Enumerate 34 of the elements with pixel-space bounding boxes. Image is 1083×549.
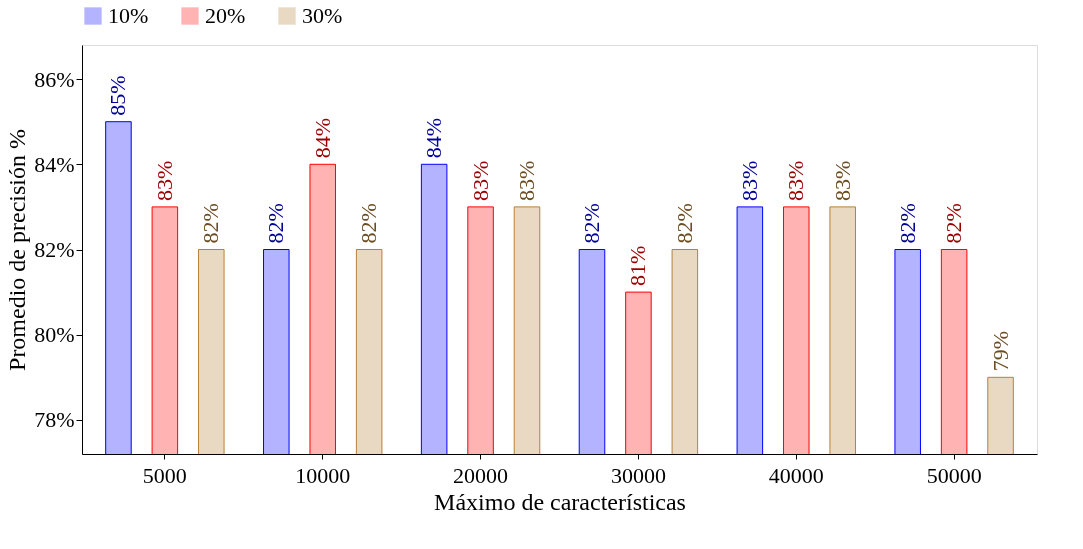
data-label: 82% [198, 203, 224, 244]
data-label: 83% [736, 160, 762, 201]
data-label: 82% [941, 203, 967, 244]
legend-label: 30% [302, 3, 343, 28]
legend-label: 10% [108, 3, 149, 28]
data-label: 82% [263, 203, 289, 244]
y-tick-label: 78% [34, 407, 75, 433]
y-axis-title: Promedio de precisión % [4, 129, 31, 371]
y-tick-label: 82% [34, 237, 75, 262]
data-label: 83% [514, 160, 539, 201]
data-label: 84% [421, 117, 447, 159]
x-tick-label: 50000 [926, 462, 982, 488]
x-tick-label: 30000 [610, 462, 666, 488]
data-label: 83% [829, 160, 855, 201]
data-label: 79% [987, 330, 1013, 372]
data-label: 81% [625, 245, 651, 287]
data-label: 82% [671, 203, 697, 244]
y-tick-label: 84% [34, 151, 75, 177]
x-tick-label: 10000 [295, 462, 351, 488]
x-axis-title: Máximo de características [434, 488, 686, 515]
data-label: 85% [105, 75, 131, 116]
data-label: 83% [783, 160, 809, 201]
x-tick-label: 40000 [768, 462, 824, 488]
y-tick-label: 86% [34, 66, 75, 92]
data-label: 82% [579, 203, 604, 244]
data-label: 82% [894, 203, 920, 244]
data-label: 82% [356, 203, 382, 244]
y-tick-label: 80% [34, 322, 75, 348]
data-label: 84% [309, 117, 335, 159]
legend-label: 20% [205, 3, 246, 28]
data-label: 83% [151, 160, 177, 201]
data-label: 83% [467, 160, 493, 201]
x-tick-label: 20000 [453, 462, 509, 488]
x-tick-label: 5000 [142, 462, 187, 488]
